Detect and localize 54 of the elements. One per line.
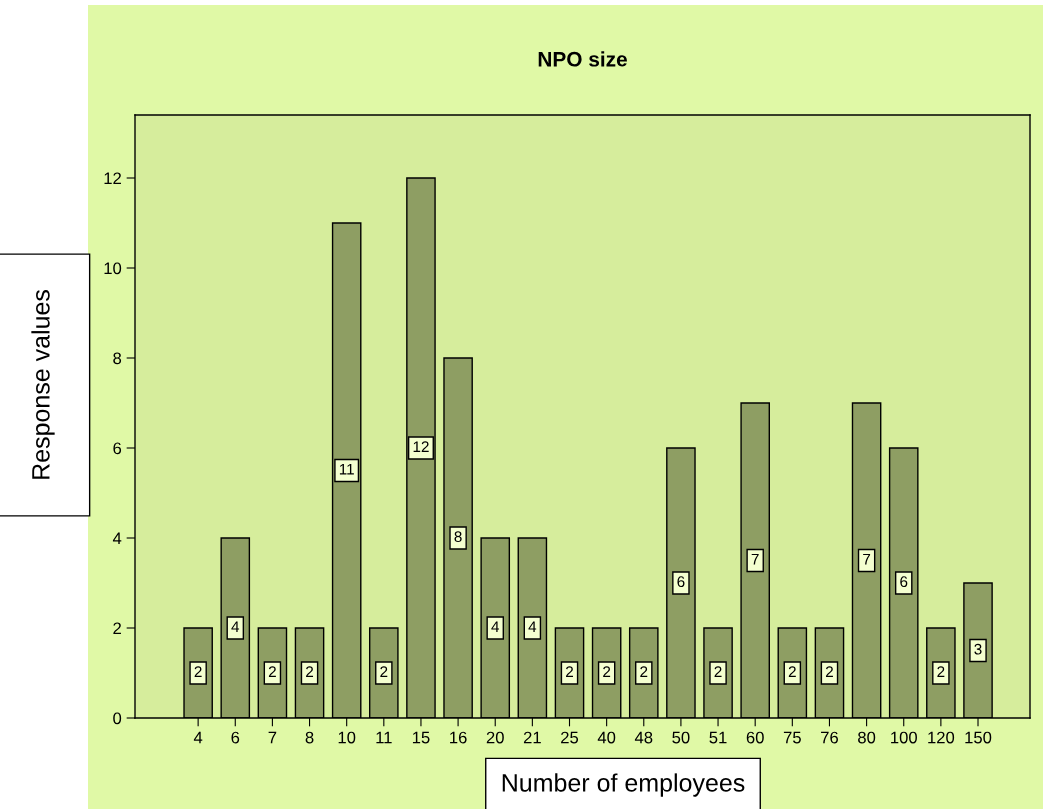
x-tick-label: 51 [709, 731, 727, 744]
data-label: 2 [714, 666, 722, 677]
data-label: 4 [231, 621, 240, 632]
x-tick-label: 8 [305, 731, 314, 744]
x-tick-label: 100 [891, 731, 917, 744]
data-label: 2 [194, 666, 202, 677]
data-label: 6 [677, 576, 685, 588]
y-tick-label: 4 [112, 532, 122, 545]
data-label: 8 [454, 531, 462, 543]
data-label: 4 [491, 621, 500, 632]
data-label: 2 [640, 666, 648, 677]
data-label: 11 [339, 463, 354, 475]
y-tick-label: 12 [104, 172, 121, 185]
data-label: 7 [751, 553, 759, 565]
x-tick-label: 20 [486, 731, 504, 744]
x-tick-label: 25 [561, 731, 579, 744]
x-tick-label: 16 [450, 731, 467, 744]
y-tick-label: 6 [113, 442, 122, 455]
y-tick-label: 0 [113, 712, 122, 725]
data-label: 7 [863, 553, 871, 565]
x-tick-label: 76 [821, 731, 838, 744]
y-tick-label: 10 [104, 262, 122, 275]
data-label: 3 [974, 643, 982, 655]
y-tick-label: 2 [113, 622, 121, 635]
data-label: 2 [825, 666, 833, 677]
data-label: 2 [380, 666, 388, 677]
x-tick-label: 7 [268, 731, 277, 744]
y-axis-title: Response values [31, 290, 55, 479]
data-label: 2 [306, 666, 314, 677]
x-tick-label: 150 [965, 731, 992, 744]
x-tick-label: 15 [412, 731, 430, 744]
x-tick-label: 6 [231, 731, 240, 744]
data-label: 2 [788, 666, 796, 677]
x-tick-label: 60 [746, 731, 764, 744]
x-tick-label: 11 [376, 731, 392, 744]
x-tick-label: 21 [523, 731, 541, 744]
x-tick-label: 80 [858, 731, 876, 744]
y-tick-label: 8 [113, 352, 122, 365]
x-tick-label: 48 [634, 731, 653, 744]
data-label: 4 [528, 621, 537, 632]
chart-title: NPO size [538, 51, 627, 67]
x-axis-title: Number of employees [502, 773, 745, 797]
x-tick-label: 50 [672, 731, 690, 744]
data-label: 6 [900, 576, 908, 588]
data-label: 2 [937, 666, 945, 677]
data-label: 2 [603, 666, 611, 677]
x-tick-label: 120 [928, 731, 955, 744]
x-tick-label: 10 [338, 731, 356, 744]
x-tick-label: 40 [597, 731, 616, 744]
data-label: 2 [268, 666, 276, 677]
data-label: 12 [413, 441, 429, 452]
x-tick-label: 4 [193, 731, 203, 744]
data-label: 2 [566, 666, 573, 677]
x-tick-label: 75 [783, 731, 801, 744]
